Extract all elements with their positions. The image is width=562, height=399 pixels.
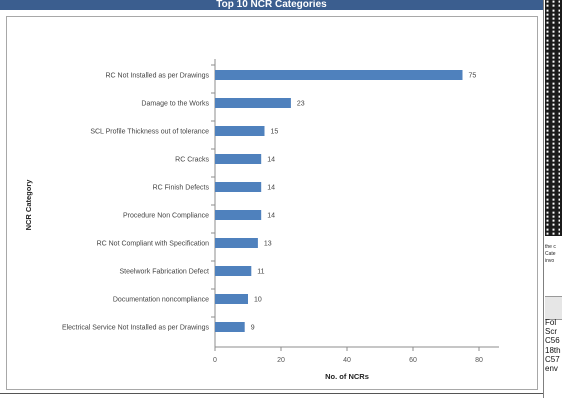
bar	[215, 238, 258, 248]
category-label: Steelwork Fabrication Defect	[120, 269, 210, 276]
category-label: Procedure Non Compliance	[123, 213, 209, 220]
bar	[215, 154, 262, 164]
data-label: 75	[469, 73, 477, 80]
bar	[215, 182, 262, 192]
side-text-line: Cate	[545, 251, 556, 257]
side-text-line: C56	[545, 336, 560, 346]
side-text-line: C57	[545, 354, 560, 364]
side-text-line: the c	[545, 244, 556, 250]
bar	[215, 126, 265, 136]
data-label: 14	[267, 213, 275, 220]
chart-frame: RC Not Installed as per Drawings 75 Damage…	[6, 16, 538, 390]
x-tick-label: 20	[277, 357, 285, 364]
x-axis-title: No. of NCRs	[325, 372, 369, 381]
chart-title-bar: Top 10 NCR Categories	[0, 0, 543, 10]
bottom-divider	[0, 393, 543, 399]
chart-title: Top 10 NCR Categories	[216, 0, 327, 10]
category-label: Documentation noncompliance	[113, 297, 209, 304]
side-text-line: Fol	[545, 318, 557, 327]
data-label: 15	[271, 129, 279, 136]
side-text-line: invo	[545, 258, 555, 264]
x-tick-label: 40	[343, 357, 351, 364]
x-tick-label: 60	[409, 357, 417, 364]
bar	[215, 98, 291, 108]
x-tick-label: 0	[213, 357, 217, 364]
category-label: RC Finish Defects	[153, 185, 210, 192]
side-header-cell	[545, 296, 562, 320]
side-text-line: env	[545, 364, 558, 374]
x-tick-label: 80	[475, 357, 483, 364]
data-label: 10	[254, 297, 262, 304]
side-text-line: 18th	[545, 345, 561, 355]
bar	[215, 210, 262, 220]
data-label: 9	[251, 325, 255, 332]
data-label: 23	[297, 101, 305, 108]
category-label: RC Not Compliant with Specification	[97, 241, 210, 248]
bar	[215, 294, 248, 304]
chart-panel: Top 10 NCR Categories RC Not Installed a…	[0, 0, 544, 399]
side-document-strip: ▪ ▪ ▪ ▪ ▪ ▪ ▪ ▪ ▪ ▪ ▪ ▪ ▪ ▪ ▪ ▪ ▪ ▪ ▪ ▪ …	[545, 0, 562, 398]
side-thumbnail-texture: ▪ ▪ ▪ ▪ ▪ ▪ ▪ ▪ ▪ ▪ ▪ ▪ ▪ ▪ ▪ ▪ ▪ ▪ ▪ ▪ …	[546, 0, 560, 236]
category-label: RC Not Installed as per Drawings	[106, 73, 210, 80]
bar-chart: RC Not Installed as per Drawings 75 Damage…	[24, 59, 499, 381]
data-label: 14	[267, 185, 275, 192]
bar	[215, 322, 245, 332]
category-label: Damage to the Works	[141, 101, 209, 108]
category-label: RC Cracks	[175, 157, 209, 164]
side-thumbnail: ▪ ▪ ▪ ▪ ▪ ▪ ▪ ▪ ▪ ▪ ▪ ▪ ▪ ▪ ▪ ▪ ▪ ▪ ▪ ▪ …	[545, 0, 562, 236]
data-label: 13	[264, 241, 272, 248]
side-text-lower: Fol Scr C56 18th C57 env	[545, 318, 562, 373]
category-label: SCL Profile Thickness out of tolerance	[90, 129, 209, 136]
bar	[215, 266, 252, 276]
category-label: Electrical Service Not Installed as per …	[62, 325, 210, 332]
side-text-line: Scr	[545, 327, 557, 337]
data-label: 11	[257, 269, 264, 276]
y-axis-title: NCR Category	[24, 179, 33, 231]
data-label: 14	[267, 157, 275, 164]
bar	[215, 70, 463, 80]
